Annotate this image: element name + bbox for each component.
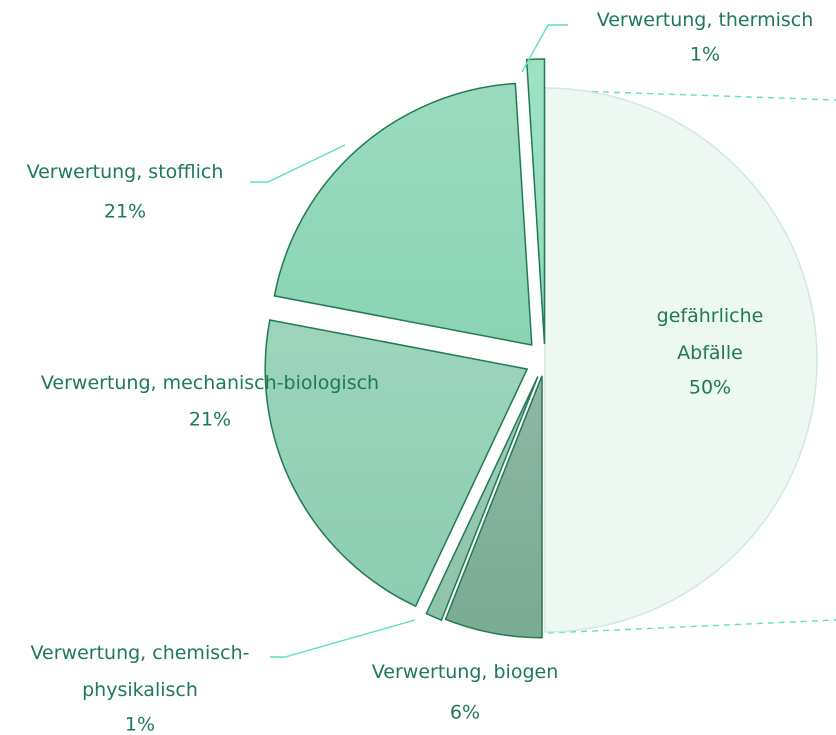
slice-value-label: 6% (450, 702, 480, 724)
pie-slice (544, 87, 818, 633)
label-line: Verwertung, chemisch- (31, 642, 250, 664)
drilldown-line (547, 619, 836, 634)
slice-label: Verwertung, biogen (372, 661, 559, 683)
label-line: Verwertung, stofflich (27, 161, 224, 183)
slice-label: Verwertung, mechanisch-biologisch (41, 372, 379, 394)
label-line: Verwertung, thermisch (597, 9, 814, 31)
slice-value-label: 1% (690, 44, 720, 66)
pie-slice (525, 58, 546, 345)
slice-value-label: 50% (689, 377, 731, 399)
slice-label: gefährliche Abfälle (657, 305, 764, 364)
slice-label: Verwertung, thermisch (597, 9, 814, 31)
slice-value-label: 21% (189, 409, 231, 431)
pie-slice (264, 319, 529, 608)
label-line: Abfälle (677, 342, 743, 364)
leader-line (270, 619, 416, 658)
slice-label: Verwertung, chemisch-physikalisch (31, 642, 250, 701)
label-line: physikalisch (82, 679, 198, 701)
pie-slice (444, 375, 543, 639)
slice-label: Verwertung, stofflich (27, 161, 224, 183)
drilldown-line (547, 89, 836, 101)
pie-slice (273, 82, 533, 346)
label-line: Verwertung, mechanisch-biologisch (41, 372, 379, 394)
slice-value-label: 21% (104, 201, 146, 223)
label-line: gefährliche (657, 305, 764, 327)
slice-value-label: 1% (125, 714, 155, 735)
pie-slice (425, 376, 539, 622)
leader-line (250, 144, 346, 183)
leader-line (521, 24, 568, 73)
label-line: Verwertung, biogen (372, 661, 559, 683)
